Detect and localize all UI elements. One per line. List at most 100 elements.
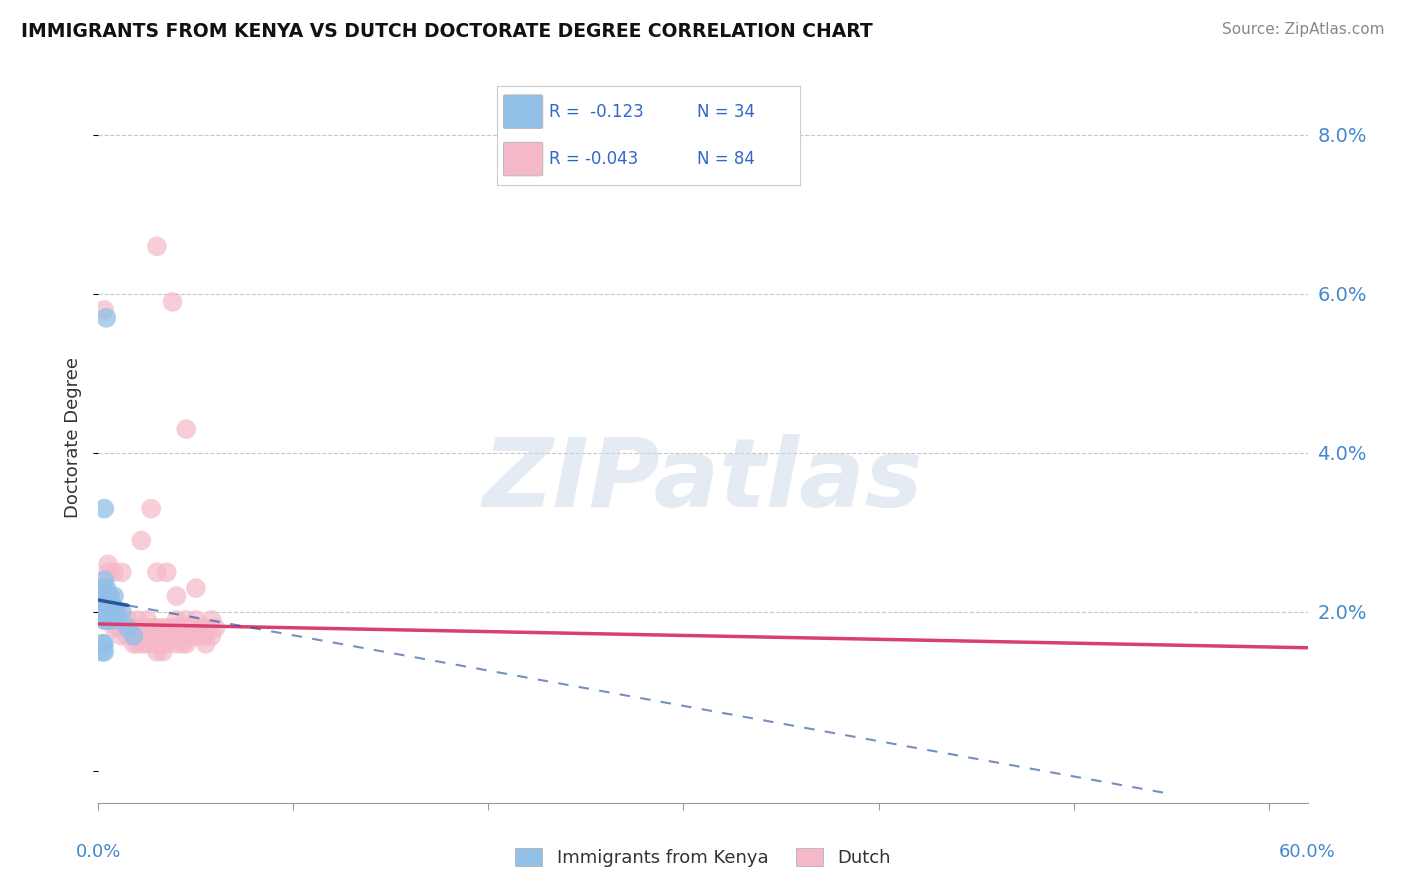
- Point: [127, 621, 149, 635]
- Point: [93, 573, 115, 587]
- Point: [172, 629, 194, 643]
- Point: [156, 566, 179, 580]
- Point: [162, 629, 184, 643]
- Point: [146, 629, 169, 643]
- Point: [111, 613, 134, 627]
- Point: [152, 629, 174, 643]
- Point: [172, 637, 194, 651]
- Point: [146, 645, 169, 659]
- Point: [174, 637, 197, 651]
- Point: [127, 629, 149, 643]
- Point: [165, 637, 187, 651]
- Point: [194, 637, 217, 651]
- Point: [91, 637, 114, 651]
- Point: [191, 621, 214, 635]
- Point: [204, 621, 226, 635]
- Point: [98, 589, 121, 603]
- Point: [91, 581, 114, 595]
- Point: [93, 613, 115, 627]
- Text: 0.0%: 0.0%: [76, 843, 121, 861]
- Point: [98, 597, 121, 611]
- Point: [98, 597, 121, 611]
- Point: [117, 629, 139, 643]
- Point: [152, 637, 174, 651]
- Text: Source: ZipAtlas.com: Source: ZipAtlas.com: [1222, 22, 1385, 37]
- Point: [96, 581, 118, 595]
- Point: [174, 629, 197, 643]
- Point: [132, 621, 155, 635]
- Point: [122, 621, 145, 635]
- Y-axis label: Doctorate Degree: Doctorate Degree: [65, 357, 83, 517]
- Point: [104, 605, 127, 619]
- Point: [184, 613, 207, 627]
- Point: [96, 597, 118, 611]
- Point: [174, 422, 197, 436]
- Point: [142, 621, 165, 635]
- Text: 60.0%: 60.0%: [1279, 843, 1336, 861]
- Point: [152, 645, 174, 659]
- Point: [117, 621, 139, 635]
- Point: [91, 597, 114, 611]
- Point: [181, 629, 204, 643]
- Point: [97, 613, 120, 627]
- Point: [181, 621, 204, 635]
- Legend: Immigrants from Kenya, Dutch: Immigrants from Kenya, Dutch: [508, 840, 898, 874]
- Point: [165, 613, 187, 627]
- Point: [96, 589, 118, 603]
- Point: [103, 566, 125, 580]
- Point: [156, 629, 179, 643]
- Point: [165, 629, 187, 643]
- Point: [93, 589, 115, 603]
- Text: IMMIGRANTS FROM KENYA VS DUTCH DOCTORATE DEGREE CORRELATION CHART: IMMIGRANTS FROM KENYA VS DUTCH DOCTORATE…: [21, 22, 873, 41]
- Point: [91, 597, 114, 611]
- Point: [122, 629, 145, 643]
- Point: [136, 629, 159, 643]
- Point: [103, 605, 125, 619]
- Point: [136, 613, 159, 627]
- Point: [146, 239, 169, 253]
- Point: [97, 605, 120, 619]
- Point: [93, 605, 115, 619]
- Point: [200, 629, 222, 643]
- Point: [93, 613, 115, 627]
- Point: [97, 589, 120, 603]
- Point: [200, 613, 222, 627]
- Point: [111, 621, 134, 635]
- Point: [136, 637, 159, 651]
- Point: [184, 629, 207, 643]
- Point: [131, 533, 153, 548]
- Point: [91, 645, 114, 659]
- Point: [174, 613, 197, 627]
- Point: [184, 581, 207, 595]
- Point: [97, 597, 120, 611]
- Point: [111, 605, 134, 619]
- Point: [97, 566, 120, 580]
- Point: [91, 589, 114, 603]
- Point: [127, 613, 149, 627]
- Point: [96, 613, 118, 627]
- Point: [111, 629, 134, 643]
- Point: [146, 637, 169, 651]
- Point: [93, 605, 115, 619]
- Point: [96, 597, 118, 611]
- Point: [97, 605, 120, 619]
- Point: [146, 566, 169, 580]
- Point: [97, 589, 120, 603]
- Point: [117, 621, 139, 635]
- Point: [194, 629, 217, 643]
- Point: [98, 613, 121, 627]
- Point: [93, 597, 115, 611]
- Point: [136, 621, 159, 635]
- Point: [142, 629, 165, 643]
- Point: [97, 558, 120, 572]
- Point: [103, 589, 125, 603]
- Point: [107, 621, 129, 635]
- Point: [152, 621, 174, 635]
- Point: [162, 621, 184, 635]
- Point: [93, 589, 115, 603]
- Point: [132, 637, 155, 651]
- Point: [96, 589, 118, 603]
- Point: [184, 621, 207, 635]
- Point: [93, 302, 115, 317]
- Point: [96, 605, 118, 619]
